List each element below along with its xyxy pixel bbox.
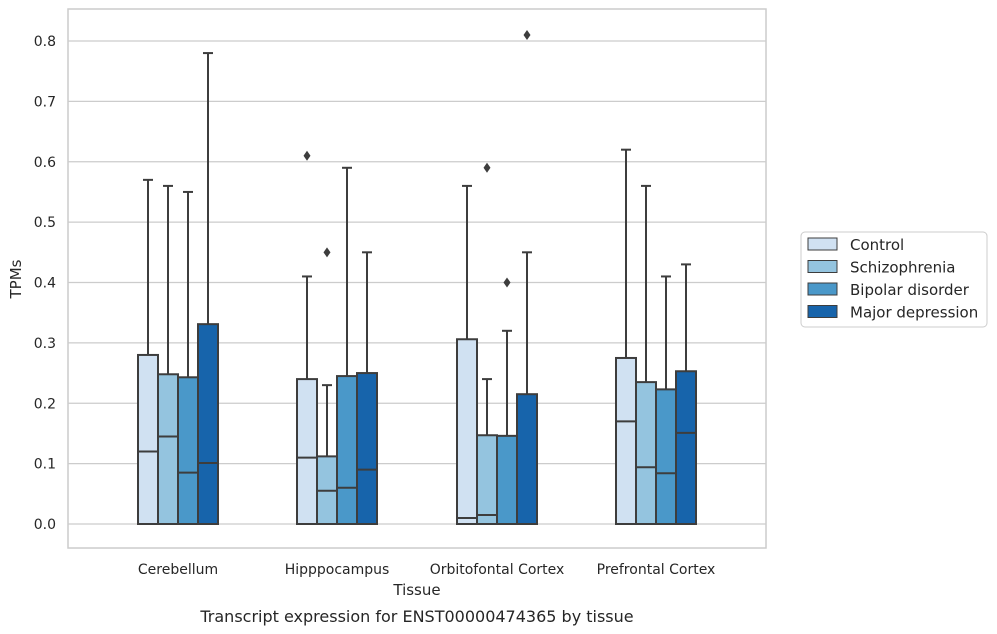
box-major-depression <box>516 29 538 525</box>
y-tick-label: 0.8 <box>34 34 56 50</box>
box-major-depression <box>675 263 697 525</box>
legend-swatch <box>807 282 838 296</box>
outlier-marker <box>503 277 511 288</box>
y-tick-label: 0.6 <box>34 155 56 171</box>
legend-label: Control <box>850 236 904 254</box>
legend-label: Major depression <box>850 304 978 322</box>
y-tick-label: 0.4 <box>34 276 56 292</box>
x-tick-label: Orbitofontal Cortex <box>430 562 565 578</box>
box-body <box>157 373 179 525</box>
box-control <box>615 148 637 525</box>
x-axis-ticks: Cerebellum Hipppocampus Orbitofontal Corte… <box>138 562 715 578</box>
box-bipolar-disorder <box>655 275 677 525</box>
box-body <box>615 356 637 525</box>
legend-swatch <box>807 237 838 251</box>
y-tick-label: 0.2 <box>34 396 56 412</box>
legend-label: Schizophrenia <box>850 259 955 277</box>
box-plots <box>137 29 697 526</box>
x-axis-label: Tissue <box>392 581 440 599</box>
box-body <box>635 381 657 525</box>
chart-caption: Transcript expression for ENST0000047436… <box>199 607 633 626</box>
x-tick-label: Prefrontal Cortex <box>597 562 716 578</box>
box-body <box>476 434 498 525</box>
y-tick-label: 0.5 <box>34 215 56 231</box>
box-bipolar-disorder <box>496 277 518 526</box>
box-major-depression <box>197 52 219 525</box>
box-control <box>296 150 318 525</box>
box-body <box>675 370 697 525</box>
box-body <box>197 323 219 525</box>
y-tick-label: 0.1 <box>34 457 56 473</box>
y-tick-label: 0.0 <box>34 517 56 533</box>
outlier-marker <box>323 247 331 258</box>
box-schizophrenia <box>635 184 657 525</box>
legend-frame <box>800 231 988 328</box>
box-body <box>516 393 538 525</box>
outlier-marker <box>303 150 311 161</box>
legend-swatch <box>807 260 838 273</box>
y-axis-ticks: 0.0 0.1 0.2 0.3 0.4 0.5 0.6 0.7 0.8 <box>34 34 56 533</box>
box-schizophrenia <box>157 184 179 525</box>
legend-label: Bipolar disorder <box>850 281 970 299</box>
outlier-marker <box>483 162 491 173</box>
box-control <box>456 184 478 525</box>
x-tick-label: Hipppocampus <box>285 562 390 578</box>
box-major-depression <box>356 251 378 525</box>
box-body <box>177 376 199 525</box>
x-tick-label: Cerebellum <box>138 562 218 578</box>
box-control <box>137 178 159 526</box>
y-axis-label: TPMs <box>7 259 25 299</box>
box-bipolar-disorder <box>336 166 358 525</box>
box-body <box>496 434 518 526</box>
legend-swatch <box>807 305 838 318</box>
box-body <box>456 338 478 525</box>
box-schizophrenia <box>476 162 498 525</box>
legend: Control Schizophrenia Bipolar disorder Majo… <box>800 231 988 328</box>
box-body <box>356 372 378 525</box>
box-body <box>655 388 677 525</box>
box-body <box>137 353 159 526</box>
box-body <box>336 375 358 525</box>
plot-frame <box>67 8 767 549</box>
box-body <box>296 378 318 525</box>
outlier-marker <box>523 29 531 40</box>
box-bipolar-disorder <box>177 190 199 525</box>
y-tick-label: 0.3 <box>34 336 56 352</box>
y-tick-label: 0.7 <box>34 94 56 110</box>
box-schizophrenia <box>316 247 338 526</box>
